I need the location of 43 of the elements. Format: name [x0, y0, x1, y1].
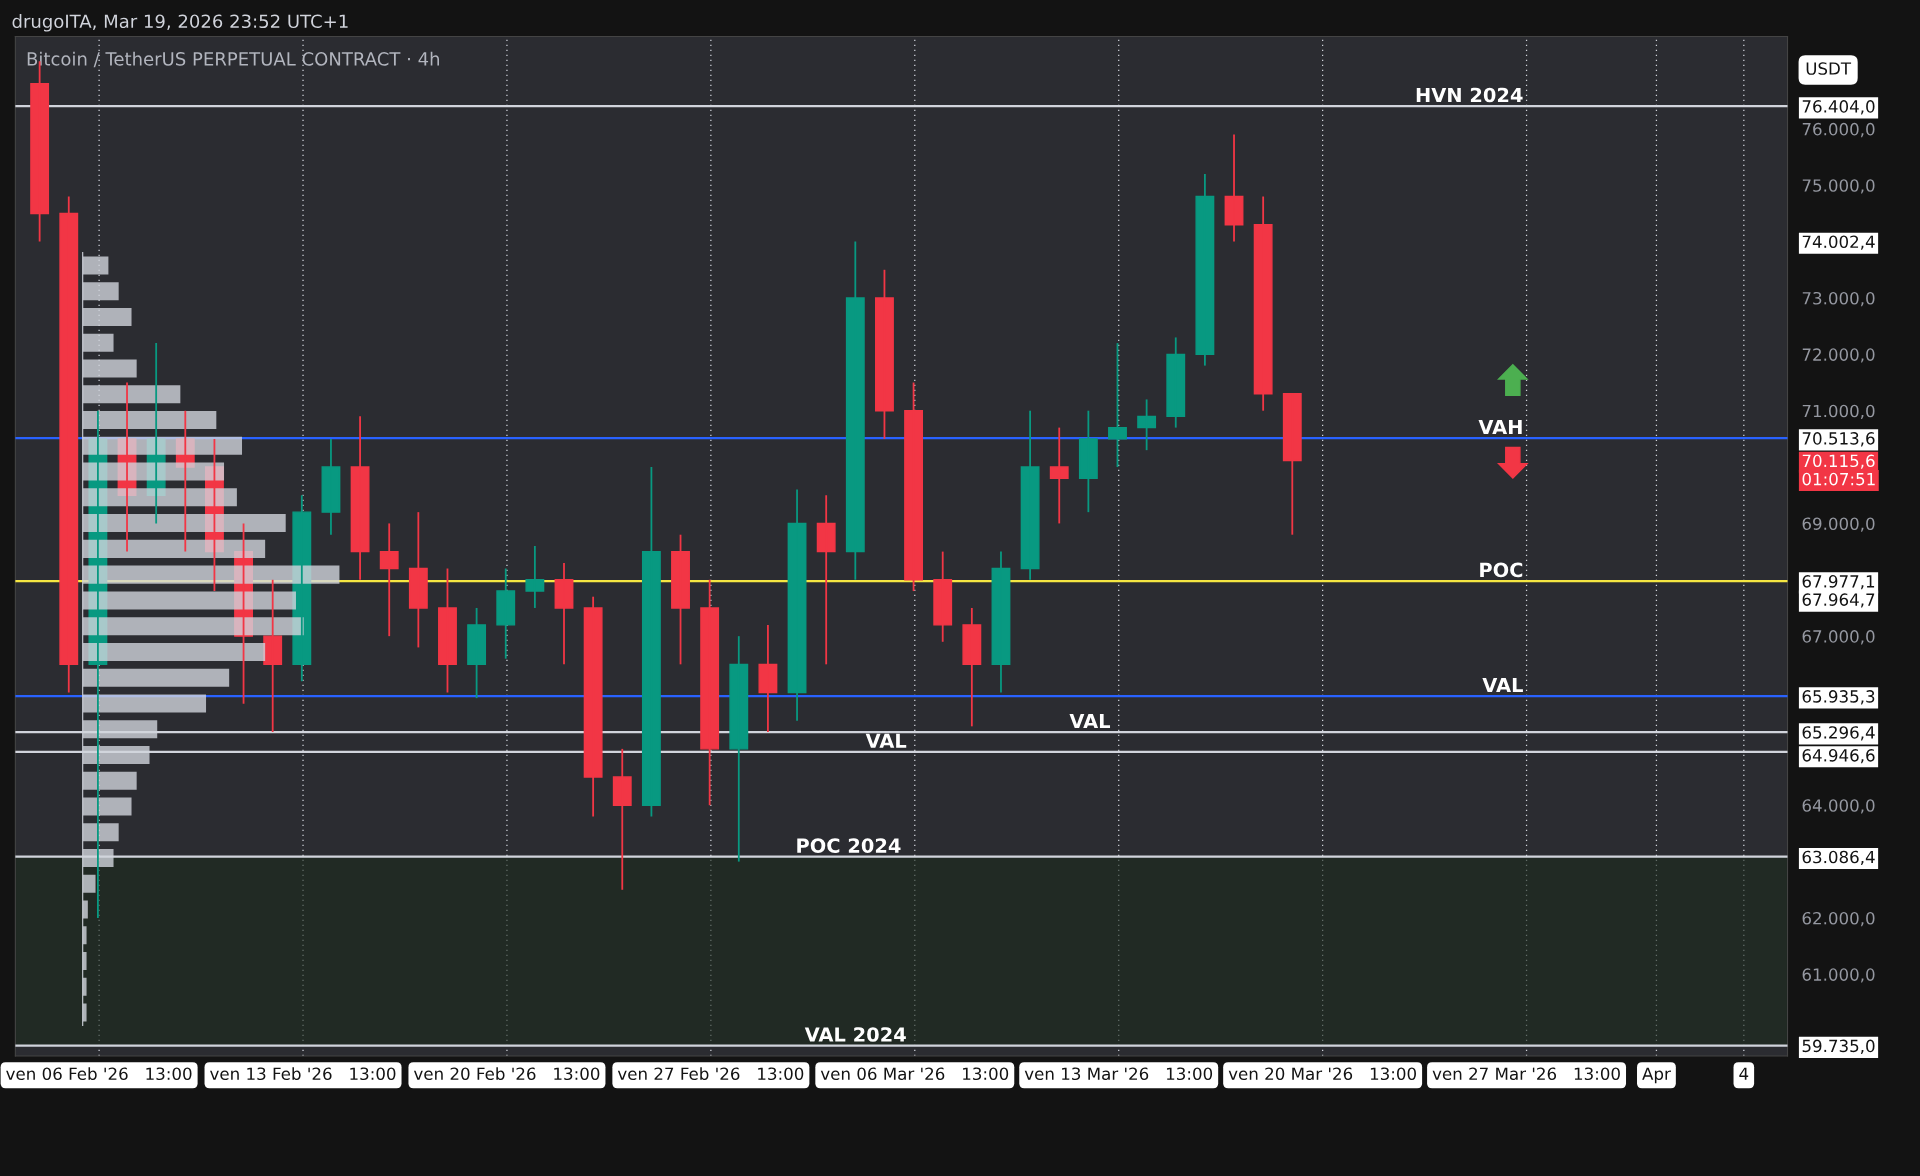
y-tick-label: 63.086,4 — [1802, 850, 1875, 865]
y-tick-label: 70.115,6 — [1802, 454, 1875, 469]
chart-title: drugoITA, Mar 19, 2026 23:52 UTC+1 — [12, 14, 348, 32]
y-tick-label: 73.000,0 — [1802, 291, 1875, 307]
y-tick-label: 76.404,0 — [1802, 100, 1875, 115]
x-tick-label: ven 20 Feb '26 13:00 — [413, 1067, 600, 1081]
y-tick-label: 70.513,6 — [1802, 432, 1875, 447]
y-axis-title: USDT — [1806, 62, 1852, 75]
y-tick-label: 61.000,0 — [1802, 968, 1875, 983]
ref-line-label: VAL 2024 — [804, 1027, 906, 1042]
y-tick-label: 64.000,0 — [1802, 799, 1875, 814]
ref-line-label: VAL — [1482, 677, 1523, 693]
x-tick-label: ven 27 Feb '26 13:00 — [617, 1067, 804, 1081]
y-tick-label: 67.000,0 — [1802, 630, 1875, 645]
x-tick-label: ven 06 Mar '26 13:00 — [820, 1067, 1009, 1081]
ref-line-label: VAL — [865, 733, 907, 748]
text: Bitcoin / TetherUS PERPETUAL CONTRACT · 4h — [27, 51, 440, 68]
y-tick-label: 74.002,4 — [1802, 235, 1875, 250]
ref-line-label: HVN 2024 — [1416, 87, 1523, 103]
text: 01:07:51 — [1802, 472, 1875, 486]
ref-line-label: VAL — [1069, 713, 1111, 729]
x-tick-label: ven 27 Mar '26 13:00 — [1432, 1067, 1620, 1081]
x-tick-label: ven 13 Feb '26 13:00 — [210, 1067, 396, 1081]
x-tick-label: 4 — [1739, 1067, 1749, 1080]
y-tick-label: 67.977,1 — [1802, 575, 1875, 590]
y-tick-label: 59.735,0 — [1802, 1039, 1875, 1054]
x-tick-label: ven 06 Feb '26 13:00 — [6, 1067, 192, 1081]
ref-line-label: POC 2024 — [797, 838, 901, 853]
y-tick-label: 62.000,0 — [1802, 911, 1875, 927]
text: 67.964,7 — [1802, 593, 1875, 608]
y-tick-label: 69.000,0 — [1802, 517, 1875, 532]
y-tick-label: 65.296,4 — [1802, 726, 1875, 741]
ref-line-label: POC — [1480, 562, 1523, 578]
x-tick-label: Apr — [1642, 1067, 1671, 1084]
x-tick-label: ven 20 Mar '26 13:00 — [1228, 1067, 1416, 1081]
x-tick-label: ven 13 Mar '26 13:00 — [1024, 1067, 1213, 1081]
y-tick-label: 65.935,3 — [1802, 690, 1875, 705]
ref-line-label: VAH — [1478, 419, 1522, 435]
y-tick-label: 71.000,0 — [1802, 404, 1875, 419]
y-tick-label: 75.000,0 — [1802, 179, 1875, 194]
y-tick-label: 72.000,0 — [1802, 348, 1875, 363]
y-tick-label: 64.946,6 — [1802, 749, 1875, 764]
y-tick-label: 76.000,0 — [1802, 122, 1875, 138]
